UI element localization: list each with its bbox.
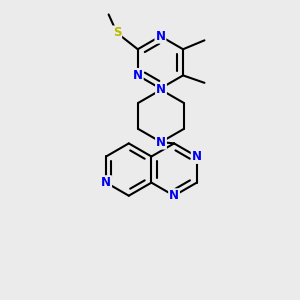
- Text: N: N: [156, 83, 166, 96]
- Text: N: N: [101, 176, 111, 189]
- Text: N: N: [156, 136, 166, 148]
- Text: S: S: [113, 26, 121, 39]
- Text: N: N: [133, 69, 143, 82]
- Text: N: N: [192, 150, 202, 163]
- Text: N: N: [155, 30, 165, 43]
- Text: N: N: [169, 189, 179, 202]
